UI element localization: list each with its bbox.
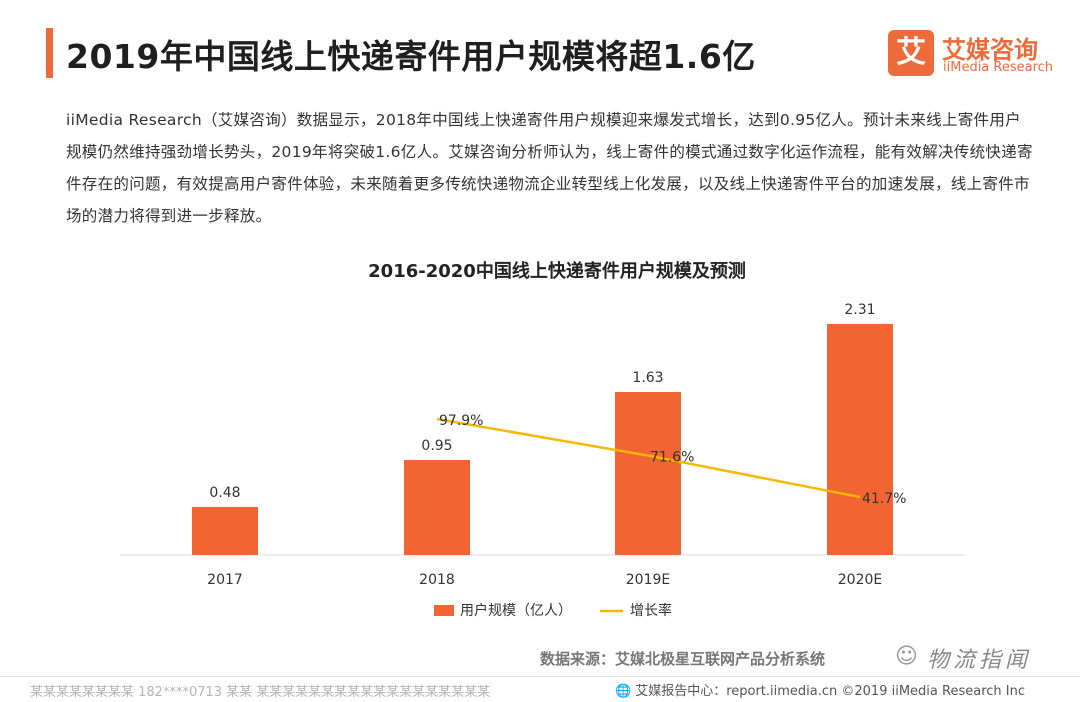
- bar-2018: [404, 460, 470, 555]
- bar-2017: [192, 507, 258, 555]
- iimedia-logo: 艾 艾媒咨询 iiMedia Research: [888, 30, 1068, 80]
- globe-icon: 🌐: [615, 684, 632, 699]
- x-tick-2019E: 2019E: [626, 572, 670, 588]
- page-title: 2019年中国线上快递寄件用户规模将超1.6亿: [66, 37, 756, 76]
- logo-cn-text: 艾媒咨询: [942, 36, 1038, 64]
- title-accent-bar: [46, 28, 53, 78]
- bar-2020E: [827, 324, 893, 555]
- wechat-icon: ☺: [895, 644, 918, 669]
- chart-title: 2016-2020中国线上快递寄件用户规模及预测: [368, 260, 746, 282]
- watermark-text: 物流指闻: [927, 648, 1032, 673]
- footer-divider: [0, 676, 1080, 677]
- line-label-2018: 97.9%: [439, 413, 483, 429]
- x-tick-2017: 2017: [207, 572, 243, 588]
- x-tick-2020E: 2020E: [838, 572, 882, 588]
- data-source: 数据来源：艾媒北极星互联网产品分析系统: [540, 650, 826, 668]
- line-label-2020E: 41.7%: [862, 491, 906, 507]
- growth-rate-line: [436, 417, 861, 499]
- user-scale-chart: 2016-2020中国线上快递寄件用户规模及预测 0.48 0.95 1.63 2.3…: [120, 260, 965, 619]
- bar-label-2020E: 2.31: [844, 302, 875, 318]
- logo-mark: 艾: [888, 30, 934, 76]
- footer-right: 🌐 艾媒报告中心：report.iimedia.cn ©2019 iiMedia …: [615, 680, 1025, 699]
- legend-label-line: 增长率: [630, 602, 672, 619]
- intro-paragraph: iiMedia Research（艾媒咨询）数据显示，2018年中国线上快递寄件…: [66, 111, 1033, 225]
- bar-label-2018: 0.95: [421, 438, 452, 454]
- line-label-2019E: 71.6%: [650, 450, 694, 466]
- bar-label-2017: 0.48: [209, 485, 240, 501]
- footer-left-text: 某某某某某某某某 182****0713 某某 某某某某某某某某某某某某某某某某…: [30, 685, 491, 700]
- bar-label-2019E: 1.63: [632, 370, 663, 386]
- legend-swatch-bar: [434, 605, 454, 616]
- bar-2019E: [615, 392, 681, 555]
- legend-label-bar: 用户规模（亿人）: [460, 602, 572, 619]
- footer-right-text: 艾媒报告中心：report.iimedia.cn ©2019 iiMedia R…: [635, 684, 1025, 699]
- logo-en-text: iiMedia Research: [943, 60, 1054, 75]
- wechat-watermark: ☺ 物流指闻: [895, 640, 1055, 673]
- x-tick-2018: 2018: [419, 572, 455, 588]
